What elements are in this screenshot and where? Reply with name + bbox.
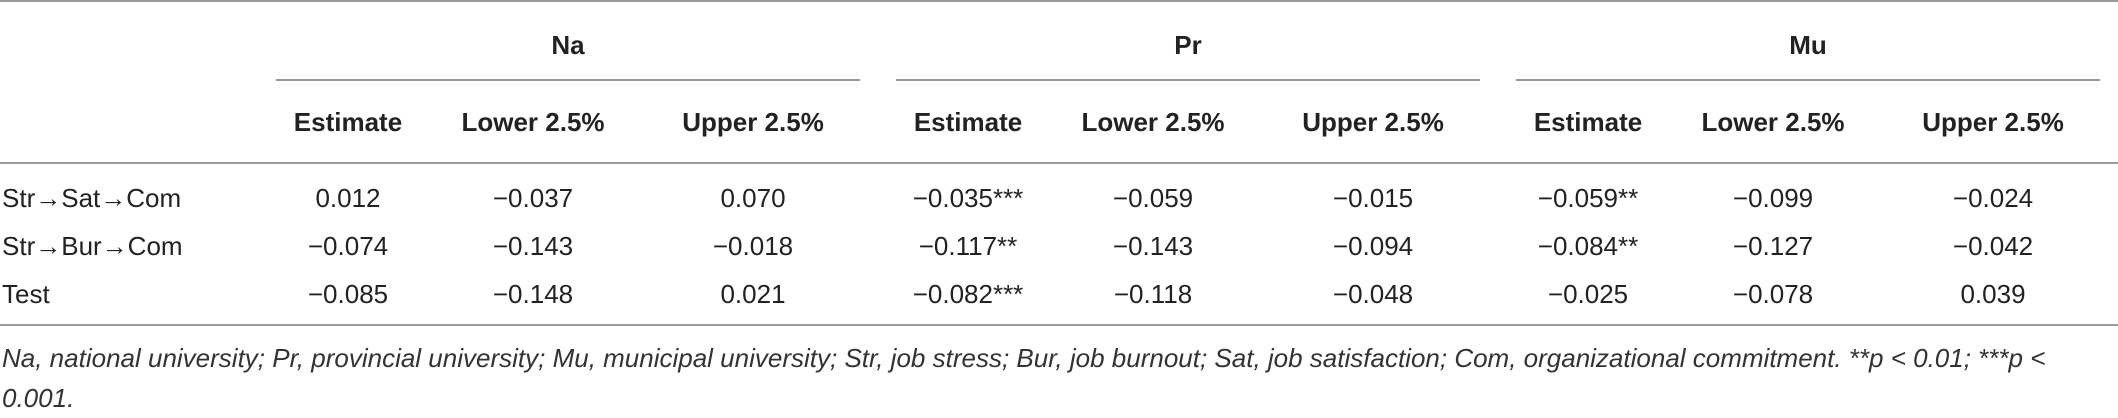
cell: −0.018 [712,230,794,261]
group-header-cell: Mu [1498,1,2118,82]
column-header: Lower 2.5% [438,82,628,164]
cell: −0.118 [1113,278,1193,309]
column-header: Lower 2.5% [1678,82,1869,164]
cell: −0.148 [492,278,574,309]
cell: −0.085 [307,278,389,309]
cell: −0.099 [1732,182,1814,213]
cell: 0.039 [1960,278,2026,309]
column-header: Lower 2.5% [1058,82,1249,164]
cell: −0.127 [1732,230,1814,261]
cell: 0.012 [315,182,381,213]
cell: −0.035*** [912,182,1024,213]
row-label: Str→Bur→Com [2,230,183,261]
table-body: Str→Sat→Com 0.012 −0.037 0.070 −0.035*** −0.0… [0,163,2118,325]
cell: −0.143 [1112,230,1194,261]
cell: −0.074 [307,230,389,261]
group-header: Na [276,3,861,81]
cell: 0.021 [720,278,786,309]
table-row: Str→Bur→Com −0.074 −0.143 −0.018 −0.117** −0.… [0,222,2118,270]
cell: −0.082*** [912,278,1024,309]
group-header-cell: Na [258,1,878,82]
column-header: Estimate [878,82,1059,164]
column-header: Upper 2.5% [1248,82,1499,164]
results-table: Na Pr Mu Estimate Lower 2.5% Upper 2.5% Estim… [0,0,2118,325]
cell: 0.070 [720,182,786,213]
cell: −0.024 [1952,182,2034,213]
column-header: Estimate [258,82,438,164]
column-header: Upper 2.5% [1868,82,2118,164]
cell: −0.117** [918,230,1018,261]
stub-header [0,1,258,82]
group-header-cell: Pr [878,1,1498,82]
table-row: Test −0.085 −0.148 0.021 −0.082*** −0.118 −0.0… [0,270,2118,325]
cell: −0.059 [1112,182,1194,213]
cell: −0.015 [1332,182,1414,213]
cell: −0.094 [1332,230,1414,261]
cell: −0.084** [1537,230,1639,261]
row-label: Test [2,278,50,309]
group-header: Pr [896,3,1481,81]
cell: −0.042 [1952,230,2034,261]
cell: −0.048 [1332,278,1414,309]
column-header: Estimate [1498,82,1679,164]
group-header-row: Na Pr Mu [0,1,2118,82]
cell: −0.037 [492,182,574,213]
column-header-row: Estimate Lower 2.5% Upper 2.5% Estimate Lowe… [0,82,2118,164]
cell: −0.078 [1732,278,1814,309]
cell: −0.025 [1547,278,1629,309]
column-header: Upper 2.5% [628,82,879,164]
cell: −0.143 [492,230,574,261]
table-row: Str→Sat→Com 0.012 −0.037 0.070 −0.035*** −0.0… [0,163,2118,222]
stub-header [0,82,258,164]
row-label: Str→Sat→Com [2,182,182,213]
footnote: Na, national university; Pr, provincial … [2,343,2046,413]
group-header: Mu [1516,3,2101,81]
cell: −0.059** [1537,182,1639,213]
